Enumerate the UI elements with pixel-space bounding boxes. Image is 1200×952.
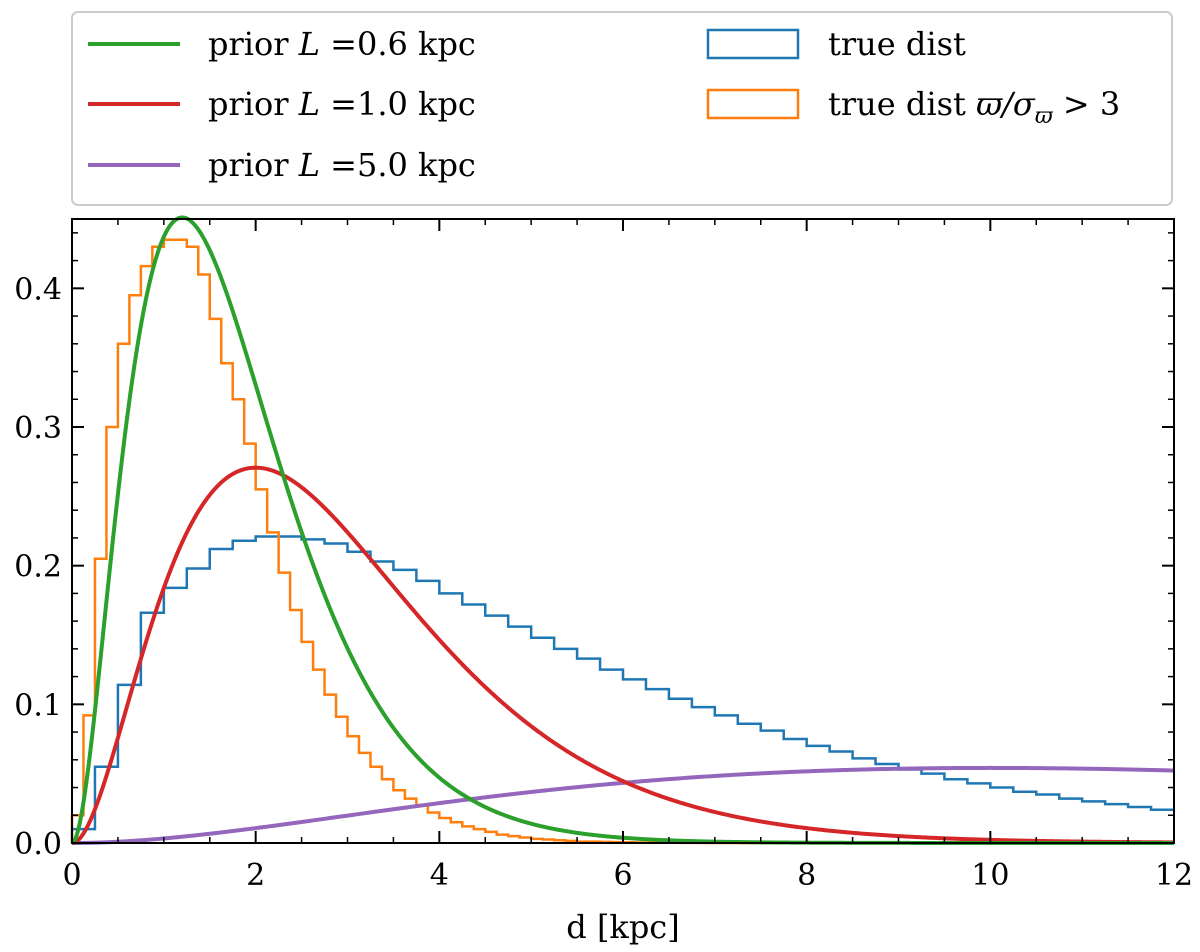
legend-text-prior-1-0-var: L xyxy=(298,85,320,123)
legend-swatch-true-dist xyxy=(706,28,800,60)
ticks-layer: 0 2 4 6 8 10 12 0.0 0.1 0.2 0.3 0.4 xyxy=(14,219,1193,893)
y-tick-label: 0.3 xyxy=(14,411,62,446)
series-prior-0-6-line xyxy=(70,215,1175,845)
series-true-dist-step xyxy=(70,535,1174,843)
plot-area: 0 2 4 6 8 10 12 0.0 0.1 0.2 0.3 0.4 d [kpc] xyxy=(14,215,1193,946)
legend-text-prior-1-0-suffix: =1.0 kpc xyxy=(320,85,476,123)
legend-entry-prior-1-0: prior L =1.0 kpc xyxy=(88,85,476,123)
x-tick-label: 6 xyxy=(613,858,632,893)
legend-label-prior-1-0: prior L =1.0 kpc xyxy=(208,85,476,123)
x-tick-label: 12 xyxy=(1155,858,1193,893)
legend-text-prior-0-6-var: L xyxy=(298,25,320,63)
legend-label-true-dist-cut: true dist ϖ/σϖ > 3 xyxy=(828,85,1120,129)
legend-label-true-dist: true dist xyxy=(828,25,966,63)
x-tick-label: 0 xyxy=(62,858,81,893)
legend-swatch-true-dist-cut xyxy=(706,88,800,120)
legend-box xyxy=(71,11,1173,206)
legend-text-true-dist-cut-math: ϖ/σ xyxy=(976,85,1036,123)
x-axis-label: d [kpc] xyxy=(566,908,679,946)
y-tick-label: 0.1 xyxy=(14,688,62,723)
legend-entry-prior-0-6: prior L =0.6 kpc xyxy=(88,25,476,63)
series-layer xyxy=(70,215,1175,845)
x-tick-label: 4 xyxy=(430,858,449,893)
legend-label-prior-0-6: prior L =0.6 kpc xyxy=(208,25,476,63)
legend-text-prior-0-6-suffix: =0.6 kpc xyxy=(320,25,476,63)
legend-entry-prior-5-0: prior L =5.0 kpc xyxy=(88,146,476,184)
legend-text-true-dist-cut-suffix: > 3 xyxy=(1053,85,1121,123)
x-tick-label: 8 xyxy=(797,858,816,893)
legend-entry-true-dist-cut: true dist ϖ/σϖ > 3 xyxy=(706,85,1120,129)
legend-text-prior-5-0-suffix: =5.0 kpc xyxy=(320,146,476,184)
legend-text-true-dist-cut-prefix: true dist xyxy=(828,85,976,123)
legend-text-true-dist-cut-sub: ϖ xyxy=(1035,104,1054,129)
legend-text-prior-5-0-var: L xyxy=(298,146,320,184)
plot-frame xyxy=(71,218,1175,844)
legend: prior L =0.6 kpc prior L =1.0 kpc prior … xyxy=(71,11,1173,206)
x-tick-label: 2 xyxy=(246,858,265,893)
legend-text-prior-0-6-prefix: prior xyxy=(208,25,299,63)
y-tick-label: 0.0 xyxy=(14,827,62,862)
legend-text-prior-1-0-prefix: prior xyxy=(208,85,299,123)
y-tick-label: 0.4 xyxy=(14,272,62,307)
legend-entry-true-dist: true dist xyxy=(706,25,966,63)
legend-text-prior-5-0-prefix: prior xyxy=(208,146,299,184)
x-tick-label: 10 xyxy=(971,858,1009,893)
legend-label-prior-5-0: prior L =5.0 kpc xyxy=(208,146,476,184)
y-tick-label: 0.2 xyxy=(14,550,62,585)
